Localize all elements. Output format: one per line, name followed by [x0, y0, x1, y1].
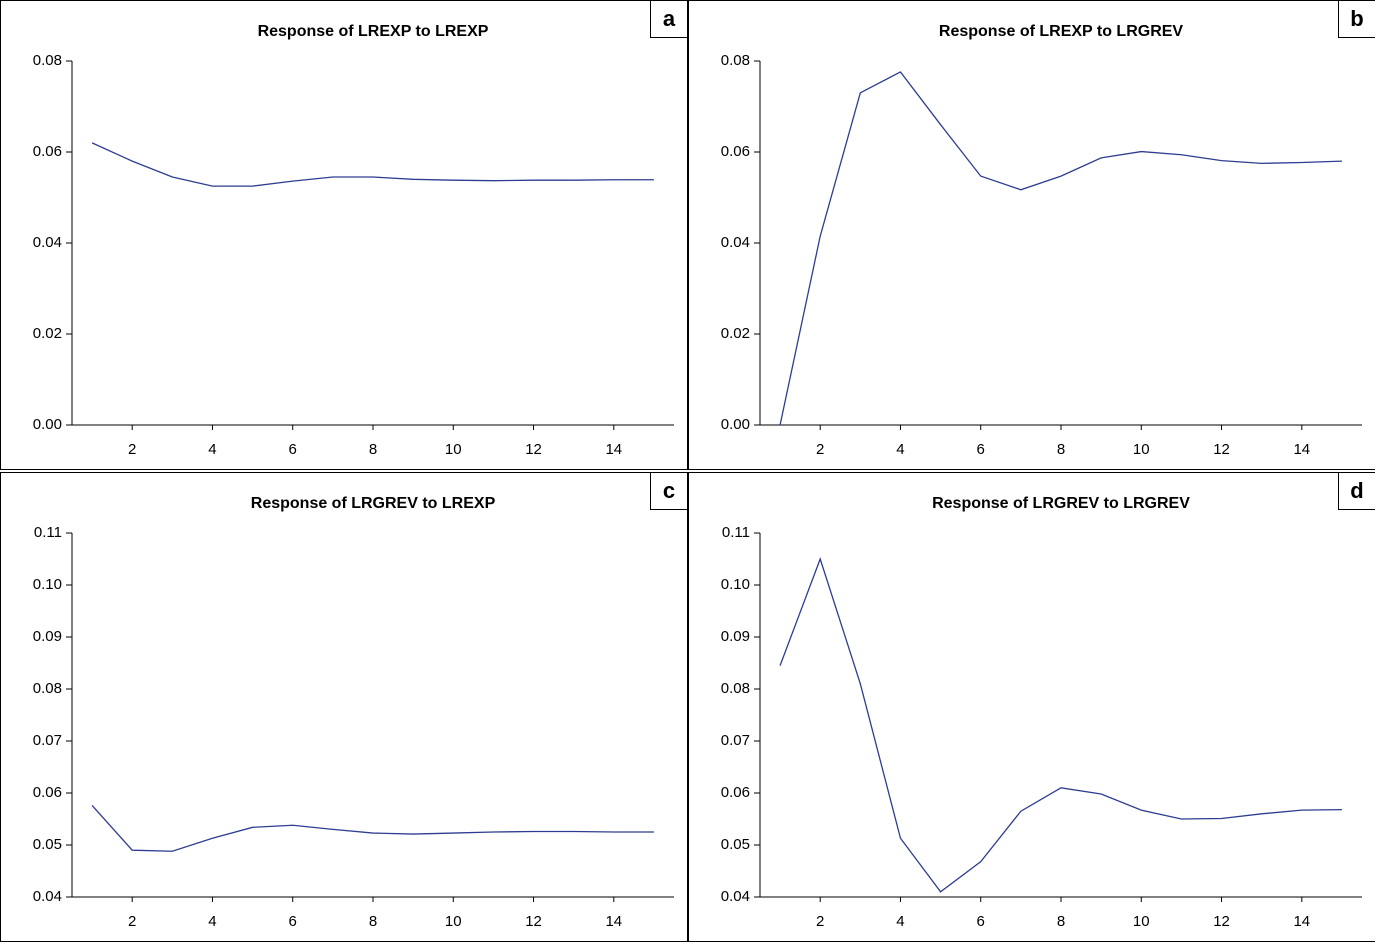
y-tick-label: 0.10 — [33, 576, 62, 593]
y-tick-label: 0.11 — [34, 524, 62, 541]
y-tick-label: 0.02 — [33, 325, 62, 342]
y-tick-label: 0.08 — [33, 52, 62, 69]
x-tick-label: 12 — [525, 441, 542, 458]
x-tick-label: 6 — [289, 913, 297, 930]
x-tick-label: 2 — [816, 441, 824, 458]
x-tick-label: 10 — [1133, 913, 1150, 930]
x-tick-label: 10 — [1133, 441, 1150, 458]
panel-label: d — [1350, 478, 1363, 503]
x-tick-label: 14 — [605, 441, 622, 458]
panel-label-box — [1338, 472, 1375, 510]
y-tick-label: 0.06 — [33, 143, 62, 160]
x-tick-label: 4 — [208, 441, 216, 458]
panel-frame — [688, 0, 1375, 470]
y-tick-label: 0.04 — [33, 234, 62, 251]
y-tick-label: 0.06 — [33, 784, 62, 801]
x-tick-label: 12 — [525, 913, 542, 930]
x-tick-label: 12 — [1213, 913, 1230, 930]
y-tick-label: 0.02 — [721, 325, 750, 342]
x-tick-label: 8 — [1057, 913, 1065, 930]
x-tick-label: 2 — [128, 913, 136, 930]
panel-label-box — [650, 0, 688, 38]
y-tick-label: 0.08 — [33, 680, 62, 697]
y-tick-label: 0.08 — [721, 680, 750, 697]
x-tick-label: 2 — [816, 913, 824, 930]
y-tick-label: 0.09 — [33, 628, 62, 645]
x-tick-label: 4 — [896, 441, 904, 458]
panel-title: Response of LREXP to LRGREV — [939, 23, 1184, 40]
x-tick-label: 14 — [1293, 441, 1310, 458]
y-tick-label: 0.08 — [721, 52, 750, 69]
x-tick-label: 10 — [445, 441, 462, 458]
panel-frame — [0, 472, 688, 942]
x-tick-label: 14 — [605, 913, 622, 930]
y-tick-label: 0.07 — [33, 732, 62, 749]
series-line — [779, 71, 1342, 426]
x-tick-label: 10 — [445, 913, 462, 930]
y-tick-label: 0.00 — [33, 416, 62, 433]
y-tick-label: 0.11 — [722, 524, 750, 541]
y-tick-label: 0.05 — [721, 836, 750, 853]
panel-label: c — [663, 478, 675, 503]
x-tick-label: 4 — [208, 913, 216, 930]
panel-label-box — [1338, 0, 1375, 38]
y-tick-label: 0.10 — [721, 576, 750, 593]
y-tick-label: 0.07 — [721, 732, 750, 749]
x-tick-label: 8 — [1057, 441, 1065, 458]
y-tick-label: 0.09 — [721, 628, 750, 645]
y-tick-label: 0.00 — [721, 416, 750, 433]
y-tick-label: 0.06 — [721, 784, 750, 801]
x-tick-label: 8 — [369, 913, 377, 930]
series-line — [779, 557, 1342, 893]
x-tick-label: 6 — [977, 441, 985, 458]
panel-label: b — [1350, 6, 1363, 31]
series-line — [91, 805, 654, 852]
x-tick-label: 2 — [128, 441, 136, 458]
x-tick-label: 8 — [369, 441, 377, 458]
x-tick-label: 12 — [1213, 441, 1230, 458]
panel-frame — [0, 0, 688, 470]
panel-label: a — [663, 6, 676, 31]
panel-title: Response of LRGREV to LREXP — [251, 495, 496, 512]
x-tick-label: 14 — [1293, 913, 1310, 930]
y-tick-label: 0.05 — [33, 836, 62, 853]
y-tick-label: 0.04 — [33, 888, 62, 905]
y-tick-label: 0.06 — [721, 143, 750, 160]
panel-frame — [688, 472, 1375, 942]
x-tick-label: 4 — [896, 913, 904, 930]
x-tick-label: 6 — [977, 913, 985, 930]
panel-title: Response of LRGREV to LRGREV — [932, 495, 1190, 512]
x-tick-label: 6 — [289, 441, 297, 458]
panel-title: Response of LREXP to LREXP — [258, 23, 489, 40]
series-line — [91, 142, 654, 187]
y-tick-label: 0.04 — [721, 888, 750, 905]
y-tick-label: 0.04 — [721, 234, 750, 251]
panel-label-box — [650, 472, 688, 510]
